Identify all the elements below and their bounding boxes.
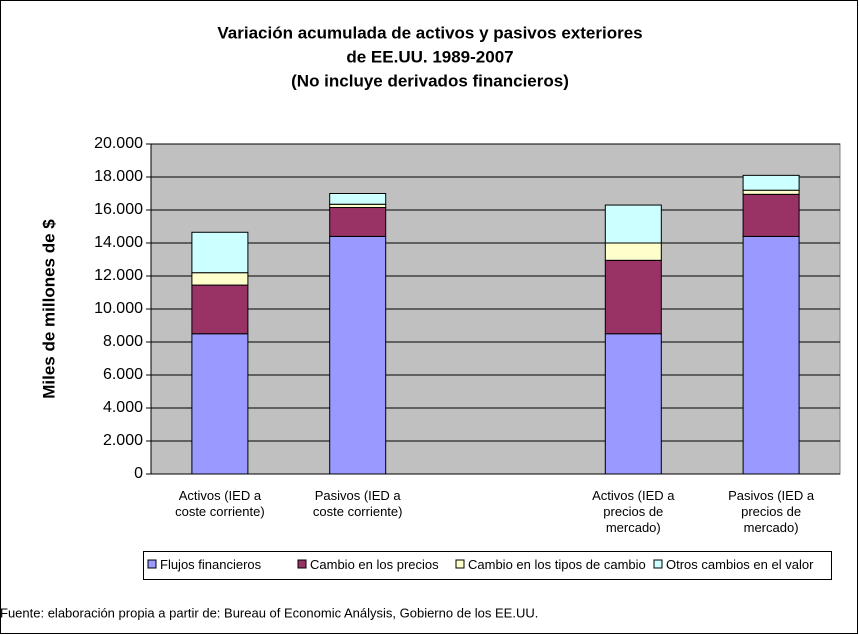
chart-title: (No incluye derivados financieros) [291, 71, 569, 90]
legend-swatch [147, 559, 157, 569]
x-tick-label: Activos (IED a coste corriente) [175, 488, 265, 519]
y-tick-label: 16.000 [94, 201, 143, 218]
legend-label: Flujos financieros [160, 557, 262, 572]
legend-swatch [653, 559, 663, 569]
legend-label: Otros cambios en el valor [666, 557, 814, 572]
bar-segment [604, 204, 662, 244]
bar-segment [191, 284, 249, 335]
bar-segment [742, 174, 800, 191]
bar-segment [329, 235, 387, 475]
legend-swatch [455, 559, 465, 569]
legend-box [143, 551, 832, 580]
y-tick-label: 0 [134, 465, 143, 482]
x-tick-label: Activos (IED a precios de mercado) [592, 488, 675, 535]
y-tick-label: 10.000 [94, 300, 143, 317]
y-tick-label: 20.000 [94, 135, 143, 152]
bar-segment [191, 231, 249, 274]
bar-segment [191, 272, 249, 286]
y-tick-label: 12.000 [94, 267, 143, 284]
bar-segment [604, 333, 662, 475]
legend-label: Cambio en los tipos de cambio [468, 557, 646, 572]
bar-segment [742, 235, 800, 475]
chart-title: Variación acumulada de activos y pasivos… [217, 23, 642, 42]
x-tick-label: Pasivos (IED a coste corriente) [312, 488, 403, 519]
y-tick-label: 6.000 [103, 366, 143, 383]
y-tick-label: 4.000 [103, 399, 143, 416]
chart-title: de EE.UU. 1989-2007 [346, 47, 513, 66]
y-axis-label: Miles de millones de $ [39, 219, 58, 399]
y-tick-label: 18.000 [94, 168, 143, 185]
y-tick-label: 8.000 [103, 333, 143, 350]
bar-segment [191, 333, 249, 475]
bar-segment [742, 193, 800, 237]
bar-segment [604, 242, 662, 261]
bar-segment [604, 259, 662, 335]
x-tick-label: Pasivos (IED a precios de mercado) [728, 488, 815, 535]
legend-label: Cambio en los precios [310, 557, 439, 572]
bar-segment [329, 207, 387, 237]
y-tick-label: 14.000 [94, 234, 143, 251]
bar-segment [742, 189, 800, 195]
source-note: Fuente: elaboración propia a partir de: … [0, 605, 538, 620]
bar-segment [329, 193, 387, 205]
y-tick-label: 2.000 [103, 432, 143, 449]
legend-swatch [297, 559, 307, 569]
